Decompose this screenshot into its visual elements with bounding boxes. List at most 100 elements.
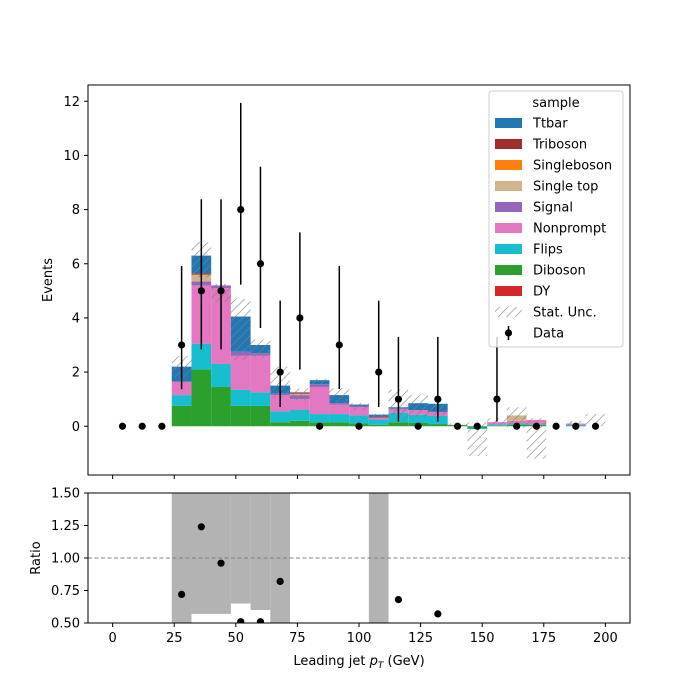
main-y-tick-label-6: 12 — [63, 95, 80, 110]
bar-flips-bin-3 — [171, 395, 192, 406]
ratio-x-tick-label-7: 175 — [531, 631, 556, 646]
bar-nonprompt-bin-13 — [368, 418, 389, 420]
stat-unc-bin-7 — [250, 339, 271, 358]
legend-swatch-8 — [495, 286, 522, 296]
legend-label-2: Singleboson — [533, 159, 612, 174]
stat-unc-bin-11 — [329, 388, 350, 405]
data-point-8 — [276, 368, 284, 376]
ratio-x-tick-label-8: 200 — [593, 631, 618, 646]
ratio-x-tick-label-4: 100 — [347, 631, 372, 646]
stat-unc-bin-9 — [290, 388, 310, 401]
main-x-ticks — [112, 475, 606, 479]
bar-diboson-bin-6 — [230, 405, 251, 427]
ratio-point-5 — [276, 577, 284, 586]
bar-diboson-bin-14 — [388, 422, 409, 427]
data-point-11 — [335, 341, 343, 349]
ratio-x-tick-label-6: 150 — [470, 631, 495, 646]
legend-swatch-6 — [495, 244, 522, 254]
data-point-7 — [256, 260, 265, 268]
main-y-tick-label-0: 0 — [72, 420, 80, 435]
stat-unc-bin-18 — [467, 422, 488, 457]
ratio-x-tick-label-2: 50 — [228, 631, 245, 646]
data-point-2 — [158, 422, 166, 430]
data-point-20 — [513, 422, 521, 430]
bar-diboson-bin-3 — [171, 405, 192, 427]
bar-flips-bin-9 — [290, 410, 310, 421]
bar-nonprompt-bin-9 — [290, 399, 310, 410]
data-point-10 — [315, 422, 324, 430]
ratio-y-tick-label-0: 0.50 — [51, 617, 80, 632]
legend-label-7: Diboson — [533, 264, 586, 279]
bar-flips-bin-10 — [309, 414, 330, 423]
legend-swatch-5 — [495, 223, 522, 233]
ratio-point-3 — [237, 618, 245, 623]
ratio-y-tick-label-2: 1.00 — [51, 552, 80, 567]
legend-label-data: Data — [533, 327, 564, 342]
stat-unc-bin-15 — [408, 395, 428, 417]
main-y-tick-label-3: 6 — [72, 257, 80, 272]
bar-diboson-bin-9 — [290, 420, 310, 427]
bar-flips-bin-4 — [191, 343, 212, 370]
ratio-x-ticks: 0 25 50 75 100 125 150 175 200 — [108, 623, 618, 646]
legend-label-6: Flips — [533, 243, 563, 258]
data-point-21 — [532, 422, 540, 430]
bar-diboson-bin-4 — [191, 369, 212, 427]
data-point-17 — [453, 422, 462, 430]
bar-diboson-bin-16 — [427, 424, 448, 427]
bar-diboson-bin-8 — [270, 422, 291, 427]
data-point-6 — [237, 205, 245, 214]
ratio-x-tick-label-5: 125 — [408, 631, 433, 646]
bar-diboson-bin-7 — [250, 405, 271, 427]
ratio-point-6 — [394, 596, 403, 604]
data-point-18 — [473, 422, 481, 430]
legend-label-8: DY — [533, 285, 550, 300]
data-point-22 — [552, 422, 560, 430]
ratio-y-axis-label: Ratio — [29, 541, 44, 574]
data-point-14 — [394, 395, 403, 403]
bar-flips-bin-15 — [408, 414, 428, 423]
bar-flips-bin-5 — [211, 363, 231, 387]
stat-unc-bin-12 — [349, 403, 369, 410]
ratio-band-2 — [230, 493, 251, 604]
data-points — [118, 102, 600, 430]
bar-nonprompt-bin-11 — [329, 404, 350, 415]
data-point-4 — [197, 287, 205, 295]
stat-unc-bin-13 — [368, 414, 389, 419]
ratio-point-7 — [434, 610, 442, 618]
data-point-19 — [493, 395, 501, 403]
legend-swatch-0 — [495, 118, 522, 128]
legend-swatch-7 — [495, 265, 522, 275]
ratio-band-1 — [191, 493, 231, 614]
legend-data-marker — [504, 329, 513, 337]
x-axis-label: Leading jet pT (GeV) — [293, 654, 424, 671]
bar-flips-bin-13 — [368, 419, 389, 425]
stat-unc-bin-20 — [506, 407, 527, 428]
legend-label-stat-unc: Stat. Unc. — [533, 306, 597, 321]
bar-nonprompt-bin-10 — [309, 386, 330, 415]
ratio-points — [178, 523, 442, 623]
legend-label-0: Ttbar — [532, 117, 568, 132]
data-point-15 — [414, 422, 422, 430]
main-y-tick-label-5: 10 — [63, 149, 80, 164]
main-y-ticks: 0 2 4 6 8 10 12 — [63, 95, 88, 435]
legend-frame — [488, 90, 624, 348]
legend-label-3: Single top — [533, 180, 598, 195]
data-point-16 — [434, 395, 442, 403]
ratio-y-tick-label-1: 0.75 — [51, 584, 80, 599]
bar-flips-bin-12 — [349, 415, 369, 424]
ratio-x-tick-label-1: 25 — [166, 631, 183, 646]
data-point-23 — [572, 422, 580, 430]
bar-flips-bin-7 — [250, 392, 271, 406]
ratio-point-4 — [256, 618, 265, 623]
main-y-tick-label-4: 8 — [72, 203, 80, 218]
bar-diboson-bin-13 — [368, 424, 389, 427]
bar-nonprompt-bin-7 — [250, 355, 271, 393]
data-point-24 — [591, 422, 600, 430]
ratio-panel: 0 25 50 75 100 125 150 175 200 0.50 0.75 1.00 1.25 1… — [29, 487, 631, 671]
bar-flips-bin-6 — [230, 389, 251, 406]
main-y-tick-label-2: 4 — [72, 311, 80, 326]
data-point-5 — [217, 287, 225, 295]
legend-label-1: Triboson — [532, 138, 587, 153]
ratio-x-tick-label-3: 75 — [289, 631, 306, 646]
legend-swatch-3 — [495, 181, 522, 191]
